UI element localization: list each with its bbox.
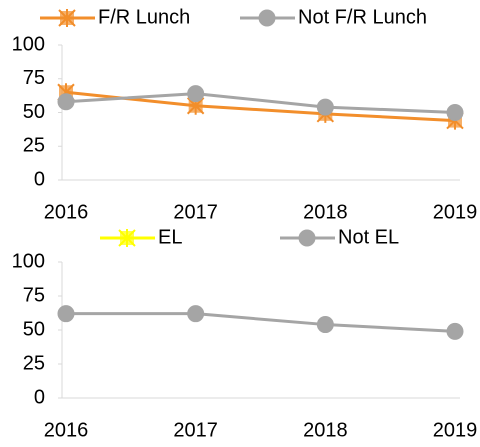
legend-label: Not F/R Lunch (298, 6, 427, 28)
marker (446, 322, 464, 340)
legend-label: F/R Lunch (98, 6, 190, 28)
legend-label: EL (158, 226, 182, 248)
y-tick-label: 25 (23, 352, 45, 374)
marker (187, 85, 205, 103)
legend-label: Not EL (338, 226, 399, 248)
y-tick-label: 75 (23, 284, 45, 306)
marker (316, 98, 334, 116)
marker (316, 316, 334, 334)
y-tick-label: 75 (23, 67, 45, 89)
x-tick-label: 2017 (173, 201, 218, 223)
marker (446, 104, 464, 121)
legend-marker (118, 229, 136, 247)
marker (57, 93, 75, 111)
series-line (65, 92, 456, 114)
x-tick-label: 2019 (433, 419, 478, 441)
y-tick-label: 0 (34, 168, 45, 190)
x-tick-label: 2018 (303, 201, 348, 223)
marker (57, 305, 75, 323)
y-tick-label: 100 (12, 33, 45, 55)
marker (187, 305, 205, 323)
x-tick-label: 2016 (44, 201, 89, 223)
legend-marker (58, 9, 76, 27)
y-tick-label: 100 (12, 250, 45, 272)
x-tick-label: 2018 (303, 419, 348, 441)
x-tick-label: 2016 (44, 419, 89, 441)
y-tick-label: 25 (23, 135, 45, 157)
x-tick-label: 2017 (173, 419, 218, 441)
series-line (66, 312, 456, 333)
series-line (65, 90, 456, 123)
x-tick-label: 2019 (433, 201, 478, 223)
legend-marker (298, 229, 316, 247)
legend-marker (258, 9, 276, 27)
y-tick-label: 0 (34, 386, 45, 408)
y-tick-label: 50 (23, 101, 45, 123)
y-tick-label: 50 (23, 318, 45, 340)
marker (186, 96, 205, 115)
